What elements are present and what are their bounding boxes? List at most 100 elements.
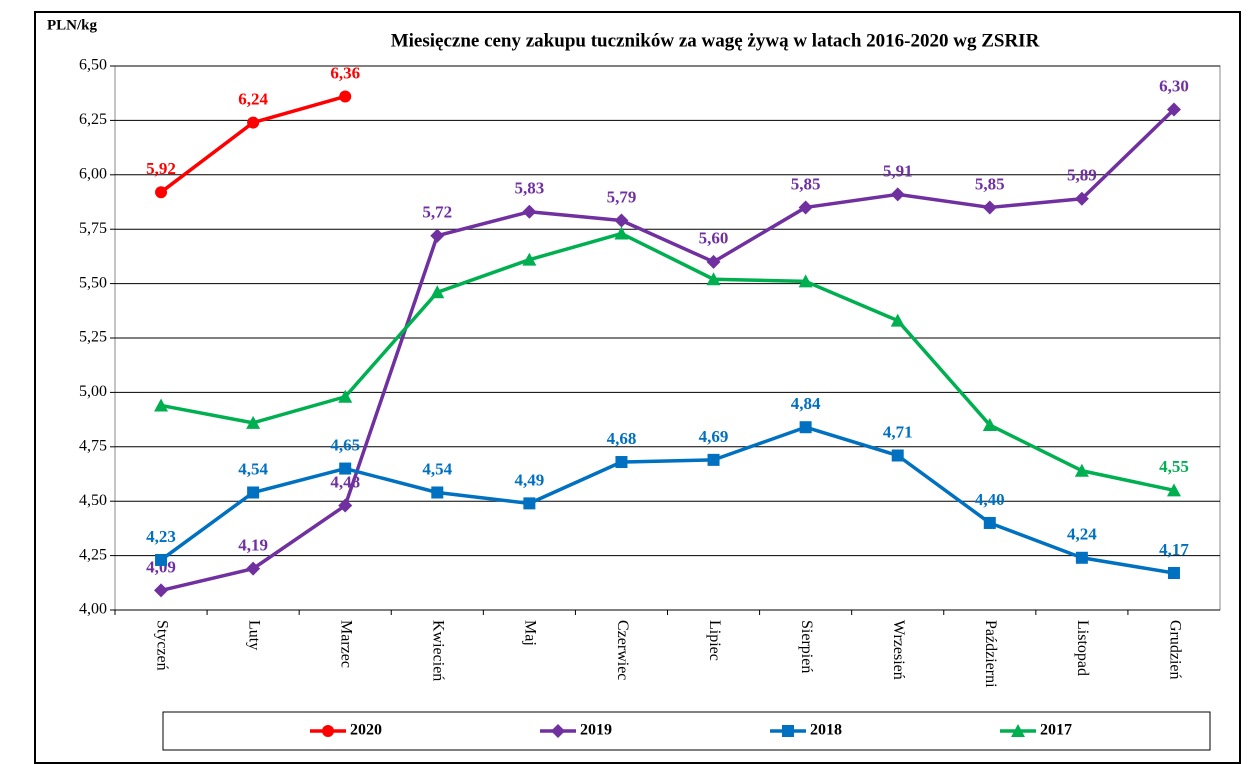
legend-label: 2017 xyxy=(1040,722,1072,739)
data-label: 4,23 xyxy=(146,527,176,546)
x-tick-label: Maj xyxy=(522,620,539,646)
y-tick-label: 4,25 xyxy=(79,546,107,563)
point xyxy=(339,90,352,103)
point xyxy=(614,213,629,228)
point xyxy=(798,274,813,288)
point xyxy=(982,418,997,432)
y-tick-label: 4,50 xyxy=(79,492,107,509)
data-label: 6,30 xyxy=(1159,76,1189,95)
data-label: 6,24 xyxy=(238,89,268,108)
point xyxy=(246,415,261,429)
data-label: 5,89 xyxy=(1067,166,1097,185)
point xyxy=(1167,567,1180,580)
point xyxy=(522,204,537,219)
y-tick-label: 5,25 xyxy=(79,329,107,346)
y-tick-label: 6,25 xyxy=(79,111,107,128)
x-tick-label: Marzec xyxy=(338,620,355,668)
series-line xyxy=(160,425,1175,575)
x-tick-label: Grudzień xyxy=(1166,620,1183,680)
point xyxy=(338,498,353,513)
point xyxy=(154,583,169,598)
legend-label: 2020 xyxy=(350,722,382,739)
point xyxy=(431,486,444,499)
x-tick-label: Kwiecień xyxy=(430,620,447,681)
data-label: 5,79 xyxy=(607,187,637,206)
point xyxy=(155,186,168,199)
point xyxy=(322,725,334,737)
y-axis-label: PLN/kg xyxy=(47,17,98,33)
x-tick-label: Wrzesień xyxy=(890,620,907,680)
x-tick-label: Sierpień xyxy=(798,620,815,673)
data-label: 4,55 xyxy=(1159,457,1189,476)
data-label: 5,85 xyxy=(975,174,1005,193)
point xyxy=(1166,102,1181,117)
point xyxy=(706,272,721,286)
x-tick-label: Luty xyxy=(245,620,262,650)
point xyxy=(154,398,169,412)
y-tick-label: 5,75 xyxy=(79,220,107,237)
y-tick-label: 5,00 xyxy=(79,383,107,400)
point xyxy=(1074,191,1089,206)
point xyxy=(551,724,565,738)
point xyxy=(246,561,261,576)
chart-title: Miesięczne ceny zakupu tuczników za wagę… xyxy=(391,30,1040,51)
data-label: 4,65 xyxy=(330,435,360,454)
point xyxy=(782,725,794,737)
y-tick-label: 4,75 xyxy=(79,437,107,454)
data-label: 5,60 xyxy=(699,229,729,248)
point xyxy=(522,252,537,266)
point xyxy=(1011,724,1025,737)
point xyxy=(430,228,445,243)
point xyxy=(247,116,260,129)
point xyxy=(890,313,905,327)
series-line xyxy=(160,231,1175,493)
point xyxy=(891,449,904,462)
data-label: 4,54 xyxy=(238,459,268,478)
data-label: 4,69 xyxy=(699,427,729,446)
series-line xyxy=(160,108,1176,593)
data-label: 4,17 xyxy=(1159,540,1189,559)
x-tick-label: Styczeń xyxy=(153,620,170,671)
point xyxy=(523,497,536,510)
point xyxy=(799,421,812,434)
legend-label: 2018 xyxy=(810,722,842,739)
data-label: 5,92 xyxy=(146,159,176,178)
point xyxy=(706,254,721,269)
data-label: 4,48 xyxy=(330,472,360,491)
y-tick-label: 6,00 xyxy=(79,165,107,182)
point xyxy=(707,453,720,466)
point xyxy=(982,200,997,215)
point xyxy=(155,553,168,566)
data-label: 5,72 xyxy=(422,203,452,222)
y-tick-label: 4,00 xyxy=(79,601,107,618)
data-label: 6,36 xyxy=(330,63,360,82)
data-label: 4,40 xyxy=(975,490,1005,509)
x-tick-label: Lipiec xyxy=(706,620,723,661)
data-label: 4,84 xyxy=(791,394,821,413)
data-label: 4,71 xyxy=(883,422,913,441)
y-tick-label: 5,50 xyxy=(79,274,107,291)
x-tick-label: Czerwiec xyxy=(614,620,631,680)
point xyxy=(798,200,813,215)
data-label: 4,49 xyxy=(515,470,545,489)
point xyxy=(614,226,629,240)
data-label: 5,91 xyxy=(883,161,913,180)
x-tick-label: Październi xyxy=(982,620,999,688)
data-label: 4,68 xyxy=(607,429,637,448)
point xyxy=(1074,463,1089,477)
chart-frame xyxy=(34,11,1241,764)
point xyxy=(983,516,996,529)
data-label: 5,83 xyxy=(515,179,545,198)
legend-label: 2019 xyxy=(580,722,612,739)
point xyxy=(339,462,352,475)
data-label: 4,24 xyxy=(1067,525,1097,544)
y-tick-label: 6,50 xyxy=(79,57,107,74)
point xyxy=(430,285,445,299)
x-tick-label: Listopad xyxy=(1074,620,1091,676)
data-label: 4,09 xyxy=(146,557,176,576)
data-label: 4,19 xyxy=(238,536,268,555)
data-label: 4,54 xyxy=(422,459,452,478)
point xyxy=(615,456,628,469)
point xyxy=(338,389,353,403)
